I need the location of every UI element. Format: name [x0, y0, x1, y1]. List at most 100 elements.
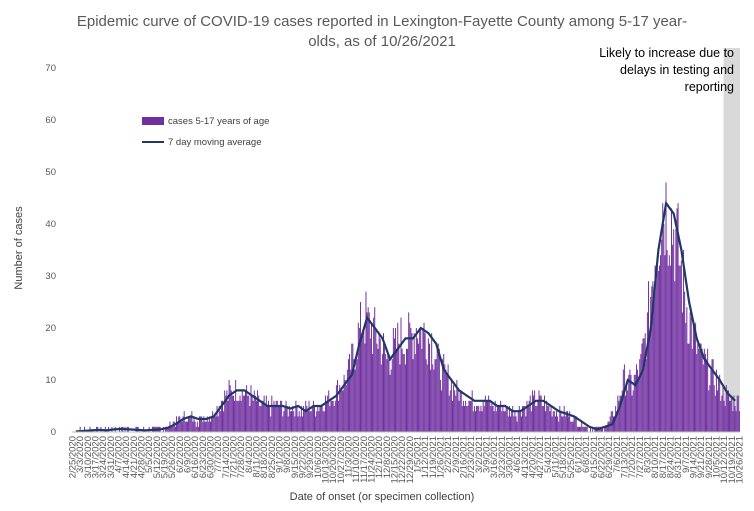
- case-bar: [282, 416, 284, 432]
- x-tick-label: 12/29/2020: [405, 436, 416, 484]
- case-bar: [386, 359, 388, 432]
- case-bar: [361, 338, 363, 432]
- case-bar: [316, 411, 318, 432]
- case-bar: [520, 416, 522, 432]
- x-tick-label: 6/23/2020: [198, 436, 209, 478]
- case-bar: [718, 380, 720, 432]
- x-tick-label: 5/5/2020: [144, 436, 155, 473]
- case-bar: [662, 203, 664, 432]
- case-bar: [396, 348, 398, 432]
- case-bar: [330, 400, 332, 432]
- case-bar: [345, 385, 347, 432]
- case-bar: [522, 406, 524, 432]
- case-bar: [367, 307, 369, 432]
- x-tick-label: 2/16/2021: [459, 436, 470, 478]
- annotation-line-3: reporting: [685, 80, 734, 94]
- case-bar: [215, 416, 217, 432]
- case-bar: [368, 312, 370, 432]
- x-tick-label: 4/28/2020: [137, 436, 148, 478]
- case-bar: [489, 400, 491, 432]
- case-bar: [229, 385, 231, 432]
- case-bar: [426, 364, 428, 432]
- case-bar: [600, 426, 602, 432]
- case-bar: [387, 354, 389, 432]
- case-bar: [79, 426, 81, 432]
- x-tick-label: 9/7/2021: [681, 436, 692, 473]
- x-tick-label: 12/15/2020: [390, 436, 401, 484]
- case-bar: [687, 343, 689, 432]
- case-bar: [623, 364, 625, 432]
- case-bar: [679, 265, 681, 432]
- case-bar: [459, 390, 461, 432]
- x-tick-label: 3/2/2021: [474, 436, 485, 473]
- case-bar: [260, 406, 262, 432]
- case-bar: [415, 328, 417, 432]
- case-bar: [735, 411, 737, 432]
- x-tick-label: 9/8/2020: [282, 436, 293, 473]
- case-bar: [309, 411, 311, 432]
- case-bar: [292, 406, 294, 432]
- case-bar: [608, 421, 610, 432]
- case-bar: [453, 385, 455, 432]
- x-tick-label: 10/12/2021: [719, 436, 730, 484]
- case-bar: [667, 265, 669, 432]
- case-bar: [265, 395, 267, 432]
- case-bar: [272, 406, 274, 432]
- case-bar: [711, 359, 713, 432]
- x-tick-label: 6/9/2020: [183, 436, 194, 473]
- x-tick-label: 8/17/2021: [658, 436, 669, 478]
- case-bar: [660, 255, 662, 432]
- case-bar: [414, 354, 416, 432]
- case-bar: [714, 395, 716, 432]
- case-bar: [508, 406, 510, 432]
- case-bar: [657, 270, 659, 432]
- case-bar: [204, 421, 206, 432]
- case-bar: [561, 416, 563, 432]
- case-bar: [464, 406, 466, 432]
- case-bar: [268, 400, 270, 432]
- case-bar: [502, 406, 504, 432]
- case-bar: [416, 338, 418, 432]
- case-bar: [709, 385, 711, 432]
- x-tick-label: 10/19/2021: [727, 436, 738, 484]
- case-bar: [500, 400, 502, 432]
- case-bar: [240, 400, 242, 432]
- case-bar: [485, 400, 487, 432]
- x-tick-label: 8/25/2020: [267, 436, 278, 478]
- case-bar: [374, 307, 376, 432]
- case-bar: [710, 369, 712, 432]
- case-bar: [681, 312, 683, 432]
- case-bar: [570, 421, 572, 432]
- case-bar: [320, 406, 322, 432]
- case-bar: [697, 343, 699, 432]
- case-bar: [291, 411, 293, 432]
- x-tick-label: 6/2/2020: [175, 436, 186, 473]
- case-bar: [527, 406, 529, 432]
- case-bar: [199, 416, 201, 432]
- case-bar: [494, 400, 496, 432]
- case-bar: [430, 369, 432, 432]
- case-bar: [519, 411, 521, 432]
- y-tick-label: 20: [45, 323, 56, 334]
- x-tick-label: 8/3/2021: [643, 436, 654, 473]
- case-bar: [628, 374, 630, 432]
- case-bar: [408, 312, 410, 432]
- case-bar: [618, 400, 620, 432]
- case-bar: [195, 426, 197, 432]
- case-bar: [619, 395, 621, 432]
- case-bar: [696, 354, 698, 432]
- y-tick-label: 40: [45, 219, 56, 230]
- x-tick-label: 3/9/2021: [482, 436, 493, 473]
- case-bar: [518, 406, 520, 432]
- case-bar: [610, 411, 612, 432]
- case-bar: [241, 390, 243, 432]
- case-bar: [580, 426, 582, 432]
- case-bar: [322, 411, 324, 432]
- case-bar: [699, 343, 701, 432]
- case-bar: [352, 343, 354, 432]
- x-tick-label: 9/14/2021: [689, 436, 700, 478]
- case-bar: [323, 411, 325, 432]
- x-tick-label: 1/26/2021: [436, 436, 447, 478]
- x-tick-label: 9/21/2021: [696, 436, 707, 478]
- case-bar: [482, 400, 484, 432]
